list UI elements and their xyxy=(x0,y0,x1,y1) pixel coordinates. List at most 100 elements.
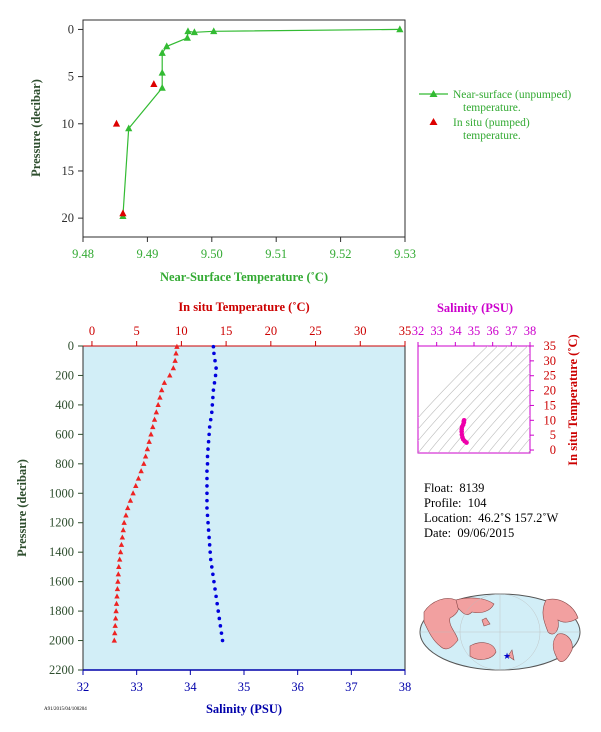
ts-points xyxy=(459,418,469,445)
salinity-profile-point xyxy=(211,344,216,349)
pressure-tick-label: 800 xyxy=(55,457,74,471)
top-x-tick-label: 9.49 xyxy=(136,247,158,261)
ts-y-tick-label: 35 xyxy=(544,339,557,353)
salinity-profile-point xyxy=(206,520,210,525)
insitu-temperature-point xyxy=(150,80,158,87)
ts-x-ticks: 32 33 34 35 36 37 38 xyxy=(412,324,536,346)
map-land-islands xyxy=(481,617,491,627)
top-legend: Near-surface (unpumped) temperature. In … xyxy=(419,89,571,142)
ts-x-tick-label: 34 xyxy=(449,324,462,338)
surface-temperature-point xyxy=(190,28,199,36)
profile-y-axis-label: Pressure (decibar) xyxy=(15,459,29,557)
legend-surface-line1: Near-surface (unpumped) xyxy=(453,89,571,101)
temperature-profile-point xyxy=(174,343,180,349)
top-y-tick-label: 10 xyxy=(62,117,75,131)
salinity-profile-point xyxy=(214,594,218,599)
surface-temperature-point xyxy=(184,27,192,35)
map-land-asia-east xyxy=(455,597,495,615)
top-x-tick-label: 9.53 xyxy=(394,247,416,261)
surface-temperature-point xyxy=(158,68,166,76)
temperature-profile-point xyxy=(157,394,163,400)
surface-temperature-point xyxy=(125,124,133,132)
salinity-profile-point xyxy=(210,410,214,415)
insitu-temperature-point xyxy=(119,209,127,217)
salinity-axis-label: Salinity (PSU) xyxy=(206,702,282,716)
temperature-profile-point xyxy=(111,637,118,643)
ts-isopycnal-line xyxy=(418,346,509,442)
temperature-tick-label: 15 xyxy=(220,324,233,338)
map-grid xyxy=(420,593,580,671)
salinity-tick-label: 33 xyxy=(130,680,143,694)
ts-title: Salinity (PSU) xyxy=(437,301,513,315)
salinity-tick-label: 35 xyxy=(238,680,251,694)
date-label: Date: xyxy=(424,526,452,540)
date-value: 09/06/2015 xyxy=(457,526,515,540)
ts-x-tick-label: 32 xyxy=(412,324,425,338)
pressure-tick-label: 0 xyxy=(68,339,74,353)
ts-isopycnal-line xyxy=(487,404,530,453)
surface-temperature-point xyxy=(158,83,166,91)
salinity-profile-point xyxy=(212,381,217,385)
temperature-profile-point xyxy=(127,497,134,503)
salinity-profile-point xyxy=(215,601,219,606)
salinity-profile-point xyxy=(211,572,215,577)
temperature-ticks: 0 5 10 15 20 25 30 35 xyxy=(89,324,411,346)
temperature-profile-point xyxy=(155,401,161,408)
ts-isopycnal-line xyxy=(427,346,529,453)
float-location-star-icon: ★ xyxy=(503,651,511,661)
salinity-profile-point xyxy=(212,351,216,356)
salinity-profile-point xyxy=(208,417,213,422)
pressure-tick-label: 2000 xyxy=(49,634,74,648)
legend-insitu-line1: In situ (pumped) xyxy=(453,117,530,129)
pressure-tick-label: 400 xyxy=(55,398,74,412)
legend-marker-surface xyxy=(429,90,438,97)
salinity-profile-point xyxy=(210,403,215,407)
ts-x-tick-label: 36 xyxy=(486,324,499,338)
salinity-profile-point xyxy=(206,447,210,451)
temperature-profile-point xyxy=(161,379,168,385)
profile-series xyxy=(111,343,225,643)
profile-plot-background xyxy=(82,345,406,671)
temperature-profile-point xyxy=(119,534,126,540)
salinity-profile-point xyxy=(207,543,212,547)
ts-x-tick-label: 33 xyxy=(430,324,443,338)
salinity-profile-point xyxy=(210,565,214,569)
temperature-profile-point xyxy=(142,453,149,459)
date-row: Date: 09/06/2015 xyxy=(424,526,558,541)
ts-isopycnal-line xyxy=(507,426,530,453)
salinity-tick-label: 34 xyxy=(184,680,197,694)
salinity-profile-point xyxy=(207,425,212,429)
top-x-tick-label: 9.50 xyxy=(201,247,223,261)
salinity-profile-point xyxy=(206,528,211,532)
location-label: Location: xyxy=(424,511,472,525)
temperature-profile-point xyxy=(150,424,156,430)
pressure-tick-label: 1000 xyxy=(49,486,74,500)
temperature-profile-point xyxy=(113,608,119,614)
salinity-profile-point xyxy=(205,484,209,488)
temperature-profile-point xyxy=(135,475,142,481)
salinity-tick-label: 36 xyxy=(291,680,304,694)
ts-y-tick-label: 15 xyxy=(544,398,557,412)
salinity-profile-point xyxy=(205,462,210,466)
location-row: Location: 46.2˚S 157.2˚W xyxy=(424,511,558,526)
pressure-tick-label: 1200 xyxy=(49,516,74,530)
legend-marker-insitu xyxy=(429,118,438,125)
ts-y-tick-label: 10 xyxy=(544,413,557,427)
temperature-profile-point xyxy=(153,409,160,415)
float-info-panel: Float: 8139 Profile: 104 Location: 46.2˚… xyxy=(424,481,558,541)
map-land-new-zealand xyxy=(507,649,515,661)
ts-y-tick-label: 30 xyxy=(544,354,557,368)
salinity-profile-point xyxy=(207,432,211,437)
pressure-tick-label: 1600 xyxy=(49,575,74,589)
ts-isopycnal-line xyxy=(418,346,519,453)
temperature-tick-label: 30 xyxy=(354,324,367,338)
top-x-tick-label: 9.51 xyxy=(265,247,287,261)
salinity-profile-point xyxy=(213,358,217,363)
salinity-tick-label: 37 xyxy=(345,680,358,694)
pressure-tick-label: 1400 xyxy=(49,545,74,559)
ts-isopycnal-line xyxy=(447,362,530,453)
salinity-tick-label: 38 xyxy=(399,680,412,694)
salinity-profile-point xyxy=(213,373,218,378)
